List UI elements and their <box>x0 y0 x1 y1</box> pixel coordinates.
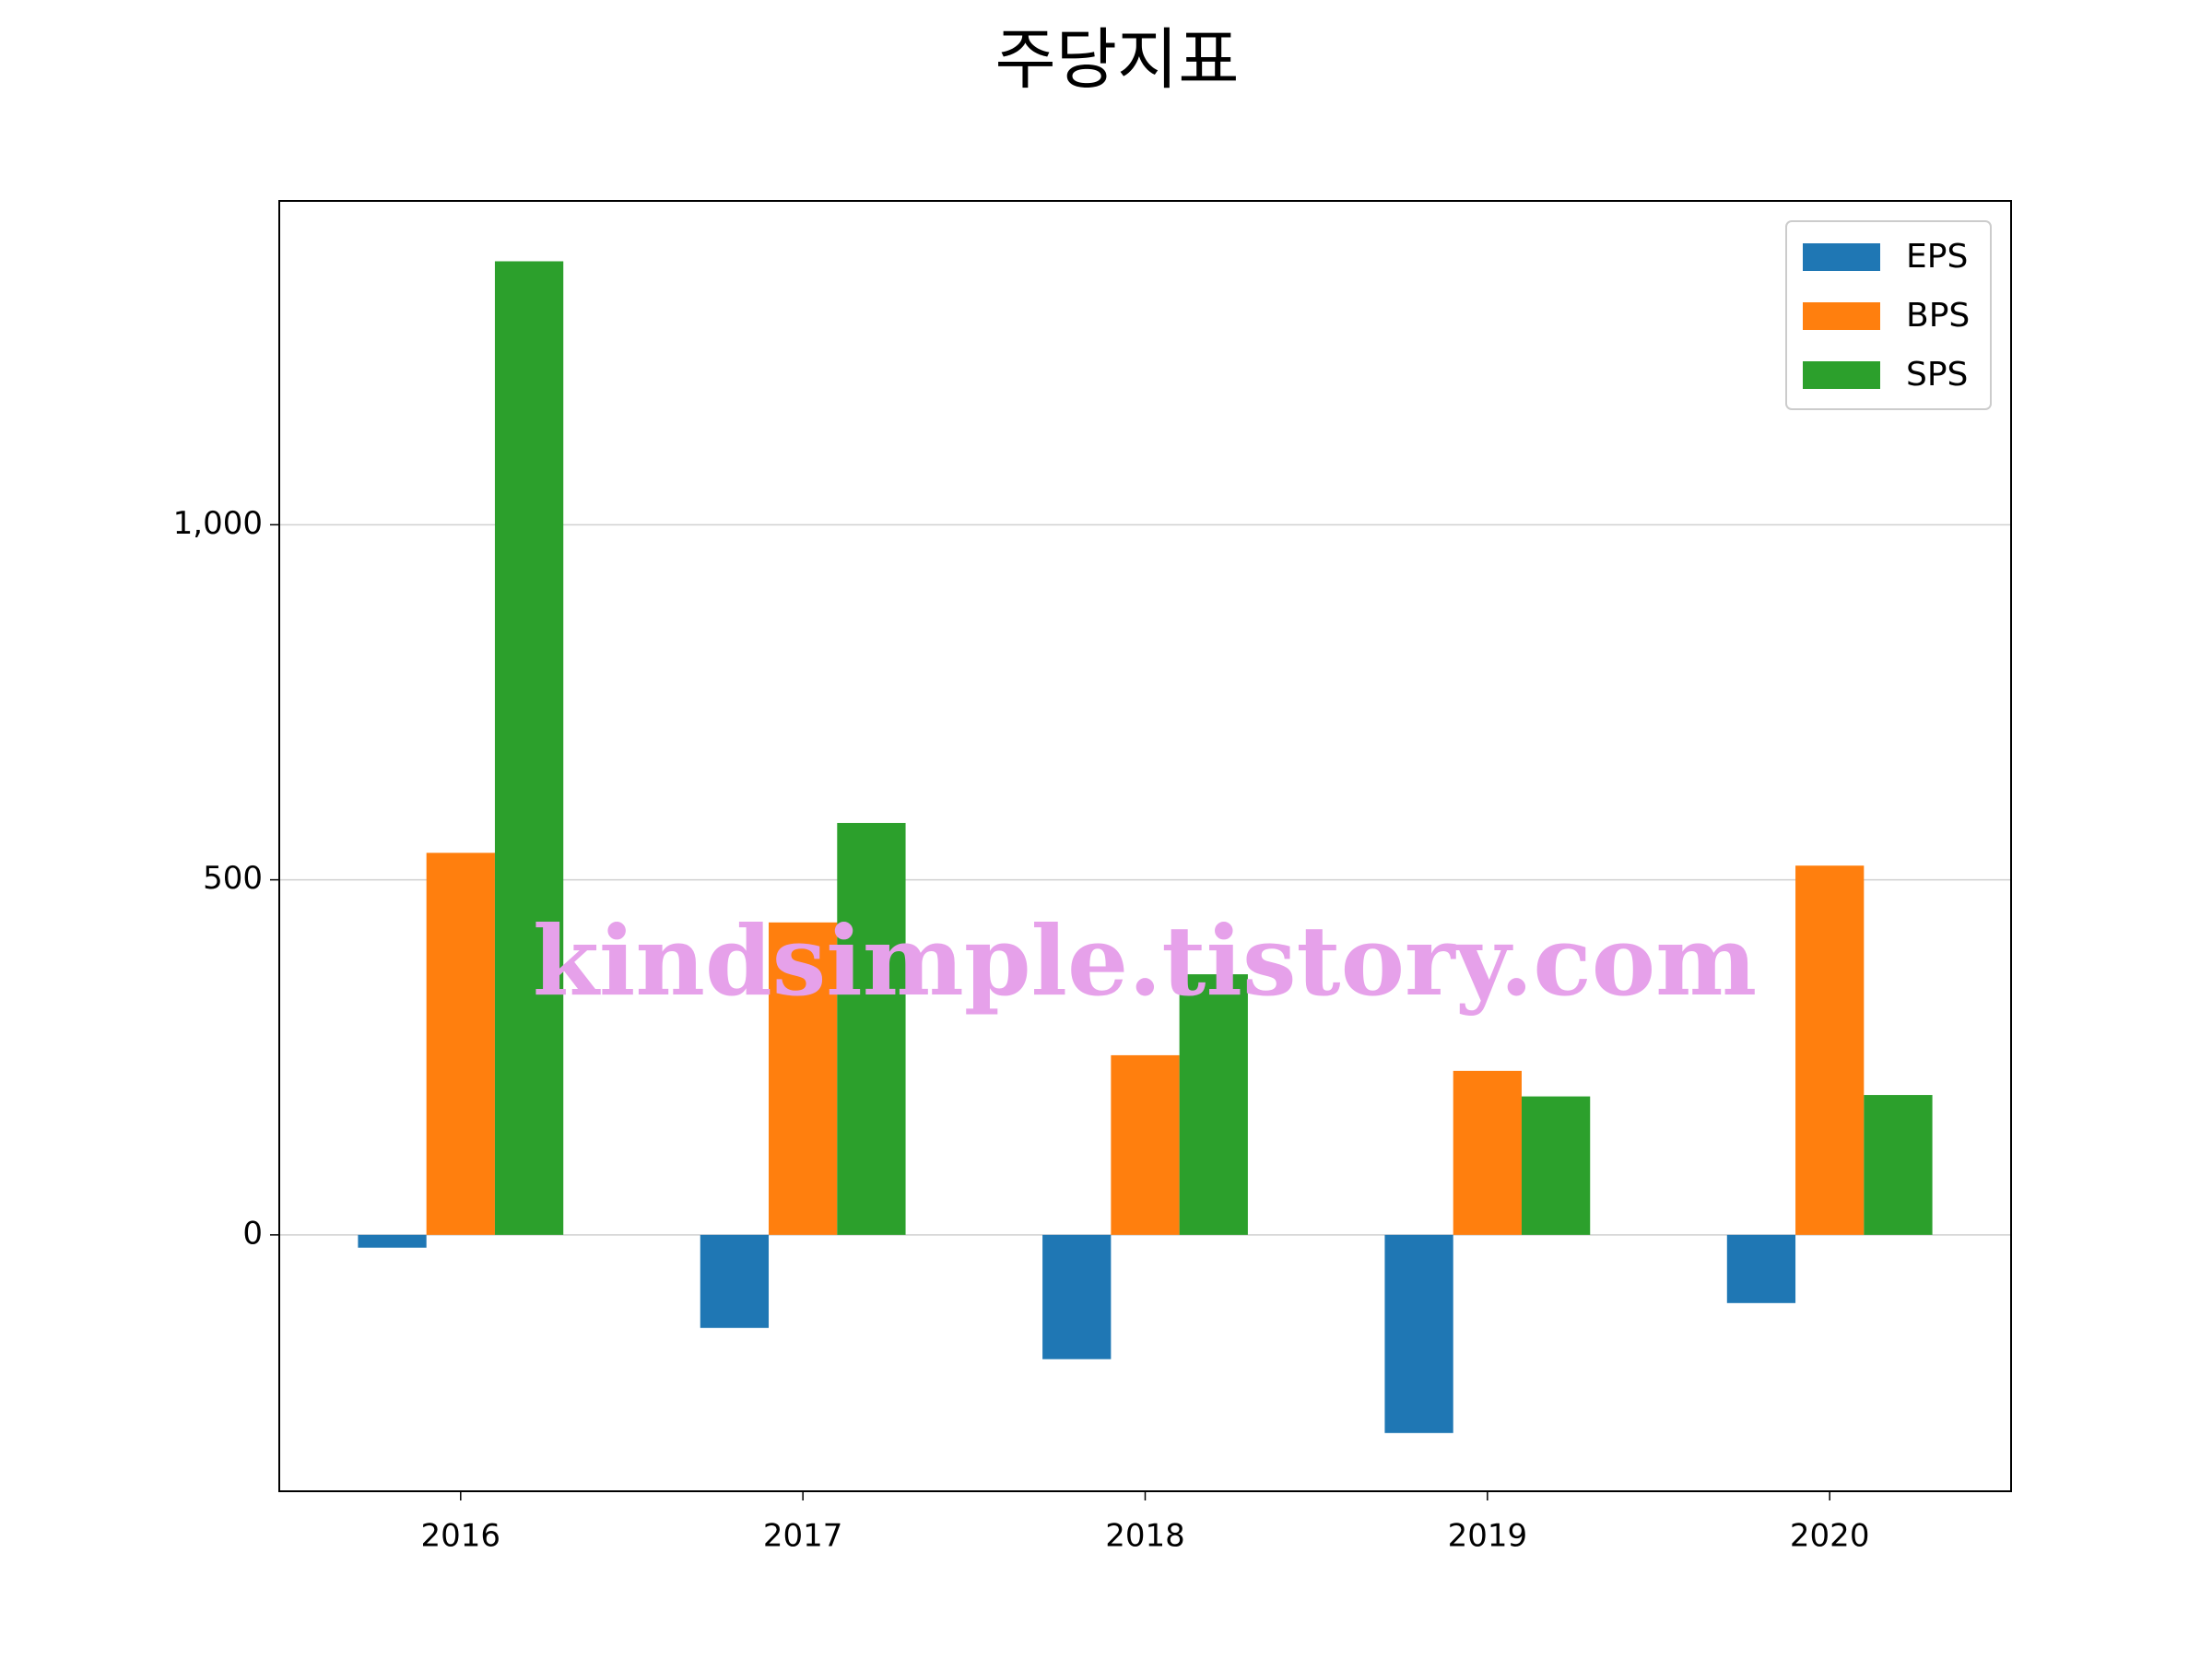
legend-label: SPS <box>1906 356 1968 394</box>
x-tick-label: 2018 <box>1105 1518 1185 1555</box>
bar <box>358 1234 427 1248</box>
legend-label: EPS <box>1906 238 1968 276</box>
legend-swatch <box>1803 302 1880 330</box>
bar <box>426 853 495 1235</box>
bar <box>769 922 838 1235</box>
plot-frame <box>278 200 2012 1492</box>
bar <box>1864 1095 1933 1235</box>
bar <box>1111 1054 1180 1235</box>
bar <box>1179 974 1248 1235</box>
chart-title: 주당지표 <box>995 21 1240 99</box>
x-tick-label: 2020 <box>1790 1518 1870 1555</box>
bar <box>1521 1096 1591 1235</box>
bar <box>1795 865 1865 1235</box>
bar <box>1384 1234 1453 1433</box>
bar <box>494 261 564 1235</box>
bar <box>1726 1234 1796 1303</box>
bar <box>700 1234 770 1328</box>
legend-label: BPS <box>1906 297 1970 335</box>
watermark: kindsimple.tistory.com <box>533 904 1757 1018</box>
legend-swatch <box>1803 361 1880 389</box>
x-tick-label: 2017 <box>763 1518 843 1555</box>
y-tick-label: 0 <box>242 1215 263 1252</box>
x-tick-label: 2019 <box>1448 1518 1528 1555</box>
bar <box>1453 1070 1522 1235</box>
y-tick-label: 1,000 <box>173 505 263 542</box>
y-tick-label: 500 <box>203 860 263 897</box>
legend-swatch <box>1803 243 1880 271</box>
bar <box>1042 1234 1112 1359</box>
x-tick-label: 2016 <box>421 1518 501 1555</box>
bar <box>837 822 906 1235</box>
